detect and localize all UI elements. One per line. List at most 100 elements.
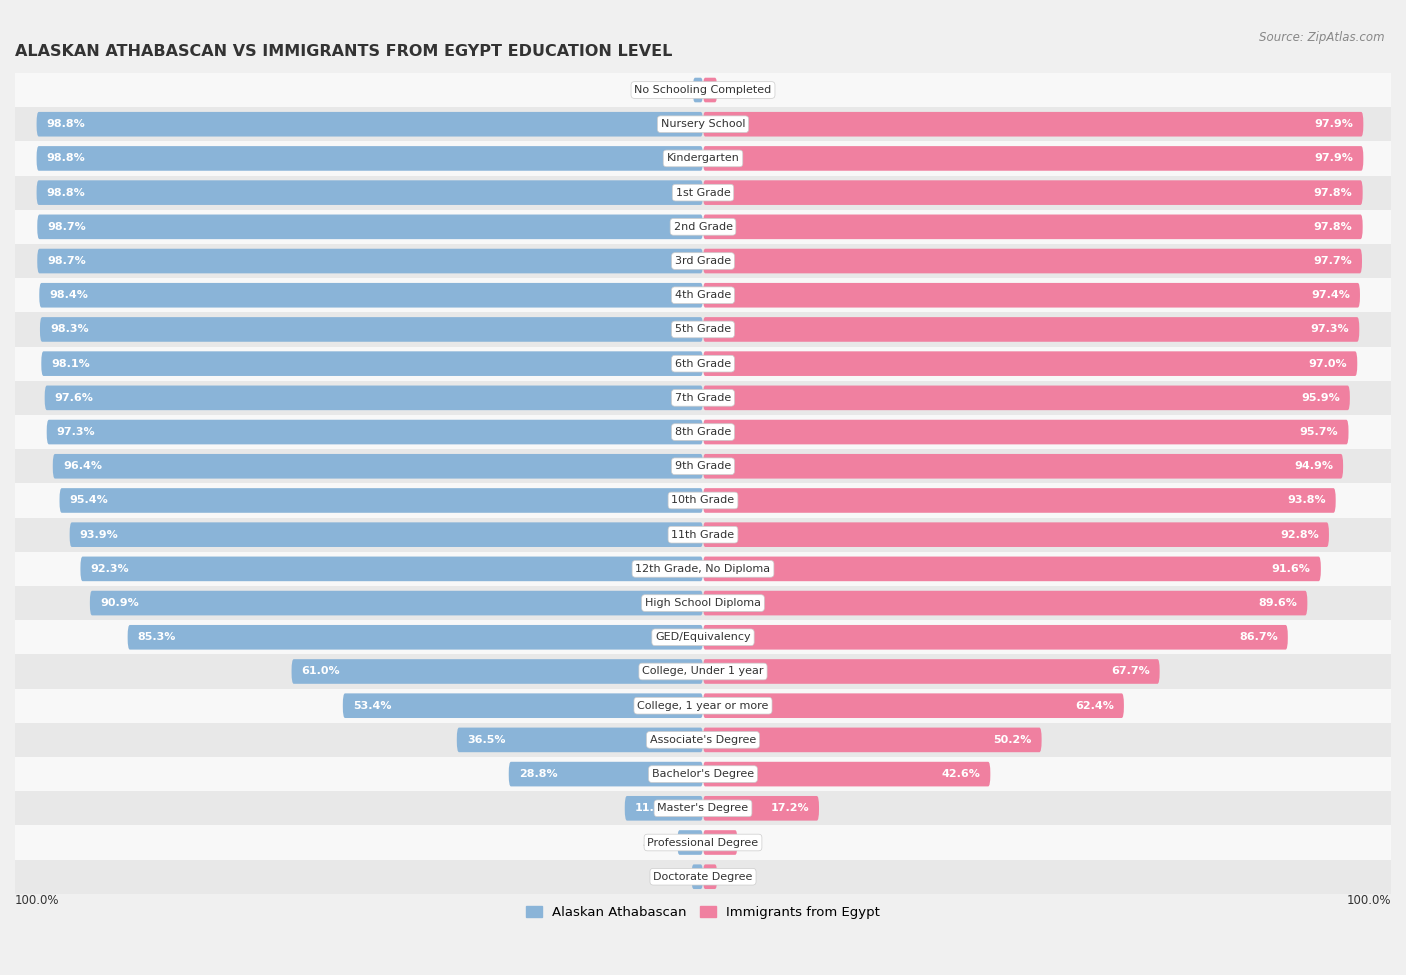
FancyBboxPatch shape [343, 693, 703, 718]
FancyBboxPatch shape [703, 625, 1288, 649]
FancyBboxPatch shape [457, 727, 703, 752]
Text: 98.1%: 98.1% [52, 359, 90, 369]
FancyBboxPatch shape [15, 210, 1391, 244]
FancyBboxPatch shape [703, 830, 737, 855]
FancyBboxPatch shape [703, 180, 1362, 205]
Text: 10th Grade: 10th Grade [672, 495, 734, 505]
Text: 1st Grade: 1st Grade [676, 187, 730, 198]
Text: 97.6%: 97.6% [55, 393, 94, 403]
Text: 8th Grade: 8th Grade [675, 427, 731, 437]
FancyBboxPatch shape [15, 688, 1391, 722]
Text: 17.2%: 17.2% [770, 803, 808, 813]
FancyBboxPatch shape [15, 244, 1391, 278]
FancyBboxPatch shape [693, 78, 703, 102]
Text: 98.3%: 98.3% [51, 325, 89, 334]
Text: 53.4%: 53.4% [353, 701, 391, 711]
Text: 12th Grade, No Diploma: 12th Grade, No Diploma [636, 564, 770, 574]
FancyBboxPatch shape [90, 591, 703, 615]
Text: 67.7%: 67.7% [1111, 667, 1150, 677]
Text: 4th Grade: 4th Grade [675, 291, 731, 300]
Text: 98.8%: 98.8% [46, 187, 86, 198]
FancyBboxPatch shape [15, 518, 1391, 552]
Text: 97.4%: 97.4% [1310, 291, 1350, 300]
Text: 97.7%: 97.7% [1313, 256, 1353, 266]
FancyBboxPatch shape [703, 523, 1329, 547]
FancyBboxPatch shape [70, 523, 703, 547]
FancyBboxPatch shape [703, 112, 1364, 136]
FancyBboxPatch shape [703, 385, 1350, 410]
FancyBboxPatch shape [703, 659, 1160, 683]
FancyBboxPatch shape [703, 557, 1320, 581]
FancyBboxPatch shape [37, 180, 703, 205]
Text: 97.3%: 97.3% [1310, 325, 1350, 334]
FancyBboxPatch shape [15, 73, 1391, 107]
Text: 11th Grade: 11th Grade [672, 529, 734, 540]
FancyBboxPatch shape [15, 620, 1391, 654]
Text: ALASKAN ATHABASCAN VS IMMIGRANTS FROM EGYPT EDUCATION LEVEL: ALASKAN ATHABASCAN VS IMMIGRANTS FROM EG… [15, 44, 672, 59]
Text: 97.8%: 97.8% [1313, 187, 1353, 198]
Text: Nursery School: Nursery School [661, 119, 745, 130]
FancyBboxPatch shape [37, 214, 703, 239]
Text: 1.5%: 1.5% [658, 85, 686, 95]
FancyBboxPatch shape [53, 454, 703, 479]
Text: 92.8%: 92.8% [1279, 529, 1319, 540]
FancyBboxPatch shape [15, 586, 1391, 620]
Text: 28.8%: 28.8% [519, 769, 558, 779]
Text: College, Under 1 year: College, Under 1 year [643, 667, 763, 677]
FancyBboxPatch shape [509, 761, 703, 787]
Text: 7th Grade: 7th Grade [675, 393, 731, 403]
FancyBboxPatch shape [703, 761, 990, 787]
Text: Doctorate Degree: Doctorate Degree [654, 872, 752, 881]
FancyBboxPatch shape [703, 454, 1343, 479]
FancyBboxPatch shape [15, 107, 1391, 141]
FancyBboxPatch shape [15, 826, 1391, 860]
Text: 98.4%: 98.4% [49, 291, 89, 300]
Text: No Schooling Completed: No Schooling Completed [634, 85, 772, 95]
Text: Associate's Degree: Associate's Degree [650, 735, 756, 745]
Text: 90.9%: 90.9% [100, 598, 139, 608]
FancyBboxPatch shape [703, 146, 1364, 171]
FancyBboxPatch shape [15, 722, 1391, 757]
Legend: Alaskan Athabascan, Immigrants from Egypt: Alaskan Athabascan, Immigrants from Egyp… [520, 901, 886, 924]
Text: 97.0%: 97.0% [1309, 359, 1347, 369]
Text: 89.6%: 89.6% [1258, 598, 1298, 608]
Text: Bachelor's Degree: Bachelor's Degree [652, 769, 754, 779]
FancyBboxPatch shape [15, 552, 1391, 586]
Text: 3rd Grade: 3rd Grade [675, 256, 731, 266]
Text: 11.6%: 11.6% [636, 803, 673, 813]
Text: 100.0%: 100.0% [1347, 894, 1391, 907]
Text: 93.8%: 93.8% [1286, 495, 1326, 505]
FancyBboxPatch shape [15, 312, 1391, 346]
FancyBboxPatch shape [15, 346, 1391, 381]
FancyBboxPatch shape [703, 317, 1360, 342]
FancyBboxPatch shape [15, 176, 1391, 210]
Text: 62.4%: 62.4% [1076, 701, 1114, 711]
FancyBboxPatch shape [15, 484, 1391, 518]
Text: 1.7%: 1.7% [657, 872, 685, 881]
FancyBboxPatch shape [15, 791, 1391, 826]
FancyBboxPatch shape [703, 420, 1348, 445]
Text: GED/Equivalency: GED/Equivalency [655, 632, 751, 643]
Text: 6th Grade: 6th Grade [675, 359, 731, 369]
FancyBboxPatch shape [15, 757, 1391, 791]
Text: 95.4%: 95.4% [70, 495, 108, 505]
Text: 98.8%: 98.8% [46, 119, 86, 130]
Text: College, 1 year or more: College, 1 year or more [637, 701, 769, 711]
Text: Kindergarten: Kindergarten [666, 153, 740, 164]
Text: 91.6%: 91.6% [1272, 564, 1310, 574]
Text: 94.9%: 94.9% [1294, 461, 1333, 471]
Text: 36.5%: 36.5% [467, 735, 505, 745]
Text: 85.3%: 85.3% [138, 632, 176, 643]
Text: 97.9%: 97.9% [1315, 119, 1353, 130]
FancyBboxPatch shape [80, 557, 703, 581]
Text: Source: ZipAtlas.com: Source: ZipAtlas.com [1260, 31, 1385, 44]
FancyBboxPatch shape [39, 317, 703, 342]
Text: 61.0%: 61.0% [302, 667, 340, 677]
Text: 42.6%: 42.6% [942, 769, 980, 779]
FancyBboxPatch shape [678, 830, 703, 855]
Text: 2.1%: 2.1% [724, 872, 752, 881]
Text: 5th Grade: 5th Grade [675, 325, 731, 334]
Text: 98.7%: 98.7% [48, 222, 86, 232]
FancyBboxPatch shape [703, 351, 1357, 376]
FancyBboxPatch shape [45, 385, 703, 410]
